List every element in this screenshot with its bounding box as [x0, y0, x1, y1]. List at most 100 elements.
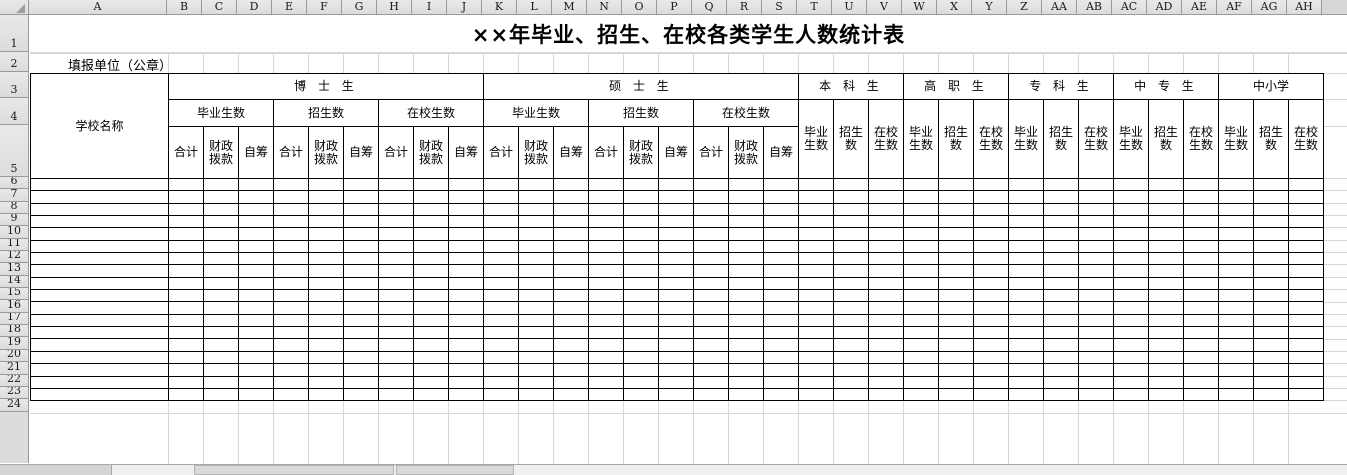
table-cell[interactable]: [238, 313, 274, 328]
table-cell[interactable]: [553, 190, 589, 204]
table-cell[interactable]: [938, 177, 974, 192]
table-cell[interactable]: [868, 338, 904, 352]
table-cell[interactable]: [623, 276, 659, 291]
table-cell[interactable]: [973, 387, 1009, 402]
table-cell[interactable]: [763, 326, 799, 340]
row-header-7[interactable]: 7: [0, 189, 28, 202]
row-header-16[interactable]: 16: [0, 300, 28, 313]
table-cell[interactable]: [1183, 375, 1219, 389]
table-cell[interactable]: [1148, 301, 1184, 315]
table-cell[interactable]: [378, 289, 414, 303]
table-cell[interactable]: [413, 202, 449, 217]
table-cell[interactable]: [1008, 375, 1044, 389]
table-cell[interactable]: [728, 190, 764, 204]
table-cell[interactable]: [973, 375, 1009, 389]
table-cell[interactable]: [1218, 264, 1254, 278]
table-cell[interactable]: [798, 387, 834, 402]
column-header-ac[interactable]: AC: [1112, 0, 1147, 14]
table-row[interactable]: [30, 326, 1324, 340]
column-header-k[interactable]: K: [482, 0, 517, 14]
leaf-header-0-2-0[interactable]: 合计: [378, 126, 414, 179]
table-cell[interactable]: [1008, 301, 1044, 315]
table-cell[interactable]: [973, 301, 1009, 315]
table-cell[interactable]: [343, 252, 379, 266]
table-cell[interactable]: [728, 350, 764, 365]
table-cell[interactable]: [763, 375, 799, 389]
table-cell[interactable]: [30, 177, 169, 192]
table-cell[interactable]: [1113, 363, 1149, 377]
table-cell[interactable]: [1148, 252, 1184, 266]
table-cell[interactable]: [483, 202, 519, 217]
table-cell[interactable]: [238, 227, 274, 241]
table-cell[interactable]: [623, 363, 659, 377]
table-cell[interactable]: [273, 239, 309, 254]
table-cell[interactable]: [1148, 289, 1184, 303]
table-cell[interactable]: [1288, 326, 1324, 340]
table-cell[interactable]: [588, 239, 624, 254]
table-cell[interactable]: [1148, 276, 1184, 291]
table-cell[interactable]: [1148, 387, 1184, 402]
table-cell[interactable]: [238, 276, 274, 291]
table-cell[interactable]: [238, 301, 274, 315]
subgroup-header-0-2[interactable]: 在校生数: [378, 99, 484, 127]
table-cell[interactable]: [728, 239, 764, 254]
table-cell[interactable]: [1288, 276, 1324, 291]
table-cell[interactable]: [553, 326, 589, 340]
table-cell[interactable]: [30, 190, 169, 204]
table-cell[interactable]: [168, 338, 204, 352]
table-cell[interactable]: [378, 202, 414, 217]
table-cell[interactable]: [553, 202, 589, 217]
column-header-ah[interactable]: AH: [1287, 0, 1322, 14]
table-cell[interactable]: [308, 215, 344, 229]
table-cell[interactable]: [1148, 338, 1184, 352]
table-cell[interactable]: [1078, 227, 1114, 241]
leaf-header-6-1[interactable]: 招生数: [1253, 99, 1289, 179]
table-cell[interactable]: [693, 239, 729, 254]
table-row[interactable]: [30, 177, 1324, 192]
table-cell[interactable]: [903, 252, 939, 266]
table-cell[interactable]: [1078, 350, 1114, 365]
table-cell[interactable]: [273, 177, 309, 192]
table-cell[interactable]: [168, 375, 204, 389]
table-cell[interactable]: [203, 177, 239, 192]
table-cell[interactable]: [588, 326, 624, 340]
table-cell[interactable]: [1253, 215, 1289, 229]
table-cell[interactable]: [483, 375, 519, 389]
column-header-w[interactable]: W: [902, 0, 937, 14]
table-cell[interactable]: [623, 215, 659, 229]
table-cell[interactable]: [168, 177, 204, 192]
table-cell[interactable]: [588, 338, 624, 352]
table-cell[interactable]: [1288, 215, 1324, 229]
table-cell[interactable]: [833, 350, 869, 365]
table-cell[interactable]: [1008, 215, 1044, 229]
table-cell[interactable]: [1043, 301, 1079, 315]
table-cell[interactable]: [693, 363, 729, 377]
table-cell[interactable]: [798, 190, 834, 204]
row-header-10[interactable]: 10: [0, 226, 28, 239]
table-cell[interactable]: [588, 387, 624, 402]
row-header-strip[interactable]: 1 2 3 4 5 6 7 8 9 10 11 12 13 14 15 16 17 18 19 20 21 22 23 24: [0, 15, 29, 463]
table-cell[interactable]: [238, 326, 274, 340]
table-cell[interactable]: [1288, 350, 1324, 365]
table-cell[interactable]: [203, 387, 239, 402]
table-cell[interactable]: [623, 252, 659, 266]
table-cell[interactable]: [343, 301, 379, 315]
table-cell[interactable]: [1148, 350, 1184, 365]
group-header-5[interactable]: 中 专 生: [1113, 73, 1219, 100]
table-cell[interactable]: [1113, 227, 1149, 241]
table-cell[interactable]: [658, 326, 694, 340]
table-cell[interactable]: [483, 177, 519, 192]
table-cell[interactable]: [1008, 177, 1044, 192]
table-row[interactable]: [30, 190, 1324, 204]
table-cell[interactable]: [1183, 338, 1219, 352]
table-cell[interactable]: [1253, 252, 1289, 266]
table-cell[interactable]: [203, 227, 239, 241]
table-cell[interactable]: [1253, 313, 1289, 328]
table-cell[interactable]: [1113, 313, 1149, 328]
table-cell[interactable]: [1253, 326, 1289, 340]
table-cell[interactable]: [413, 239, 449, 254]
table-row[interactable]: [30, 239, 1324, 254]
leaf-header-0-0-0[interactable]: 合计: [168, 126, 204, 179]
group-header-0[interactable]: 博 士 生: [168, 73, 484, 100]
leaf-header-4-2[interactable]: 在校生数: [1078, 99, 1114, 179]
